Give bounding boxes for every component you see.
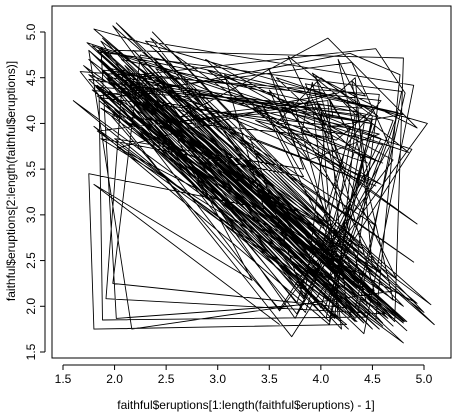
x-axis: 1.5 2.0 2.5 3.0 3.5 4.0 4.5 5.0 (55, 364, 433, 386)
y-tick-label: 2.5 (24, 252, 38, 269)
x-tick-label: 4.5 (364, 372, 381, 386)
x-tick-label: 2.5 (158, 372, 175, 386)
y-tick-label: 1.5 (24, 343, 38, 360)
x-tick-label: 2.0 (106, 372, 123, 386)
y-tick-label: 3.5 (24, 160, 38, 177)
series-line (72, 22, 435, 344)
x-tick-label: 3.0 (209, 372, 226, 386)
line-series (72, 22, 435, 344)
x-tick-label: 3.5 (261, 372, 278, 386)
y-axis-label: faithful$eruptions[2:length(faithful$eru… (4, 61, 18, 301)
y-tick-label: 4.5 (24, 69, 38, 86)
x-tick-label: 4.0 (313, 372, 330, 386)
y-tick-label: 4.0 (24, 115, 38, 132)
x-tick-label: 1.5 (55, 372, 72, 386)
y-tick-label: 2.0 (24, 298, 38, 315)
y-axis: 1.5 2.0 2.5 3.0 3.5 4.0 4.5 5.0 (24, 23, 46, 360)
x-axis-label: faithful$eruptions[1:length(faithful$eru… (117, 398, 375, 412)
x-tick-label: 5.0 (416, 372, 433, 386)
y-tick-label: 3.0 (24, 206, 38, 223)
y-tick-label: 5.0 (24, 23, 38, 40)
plot-box (51, 5, 452, 359)
